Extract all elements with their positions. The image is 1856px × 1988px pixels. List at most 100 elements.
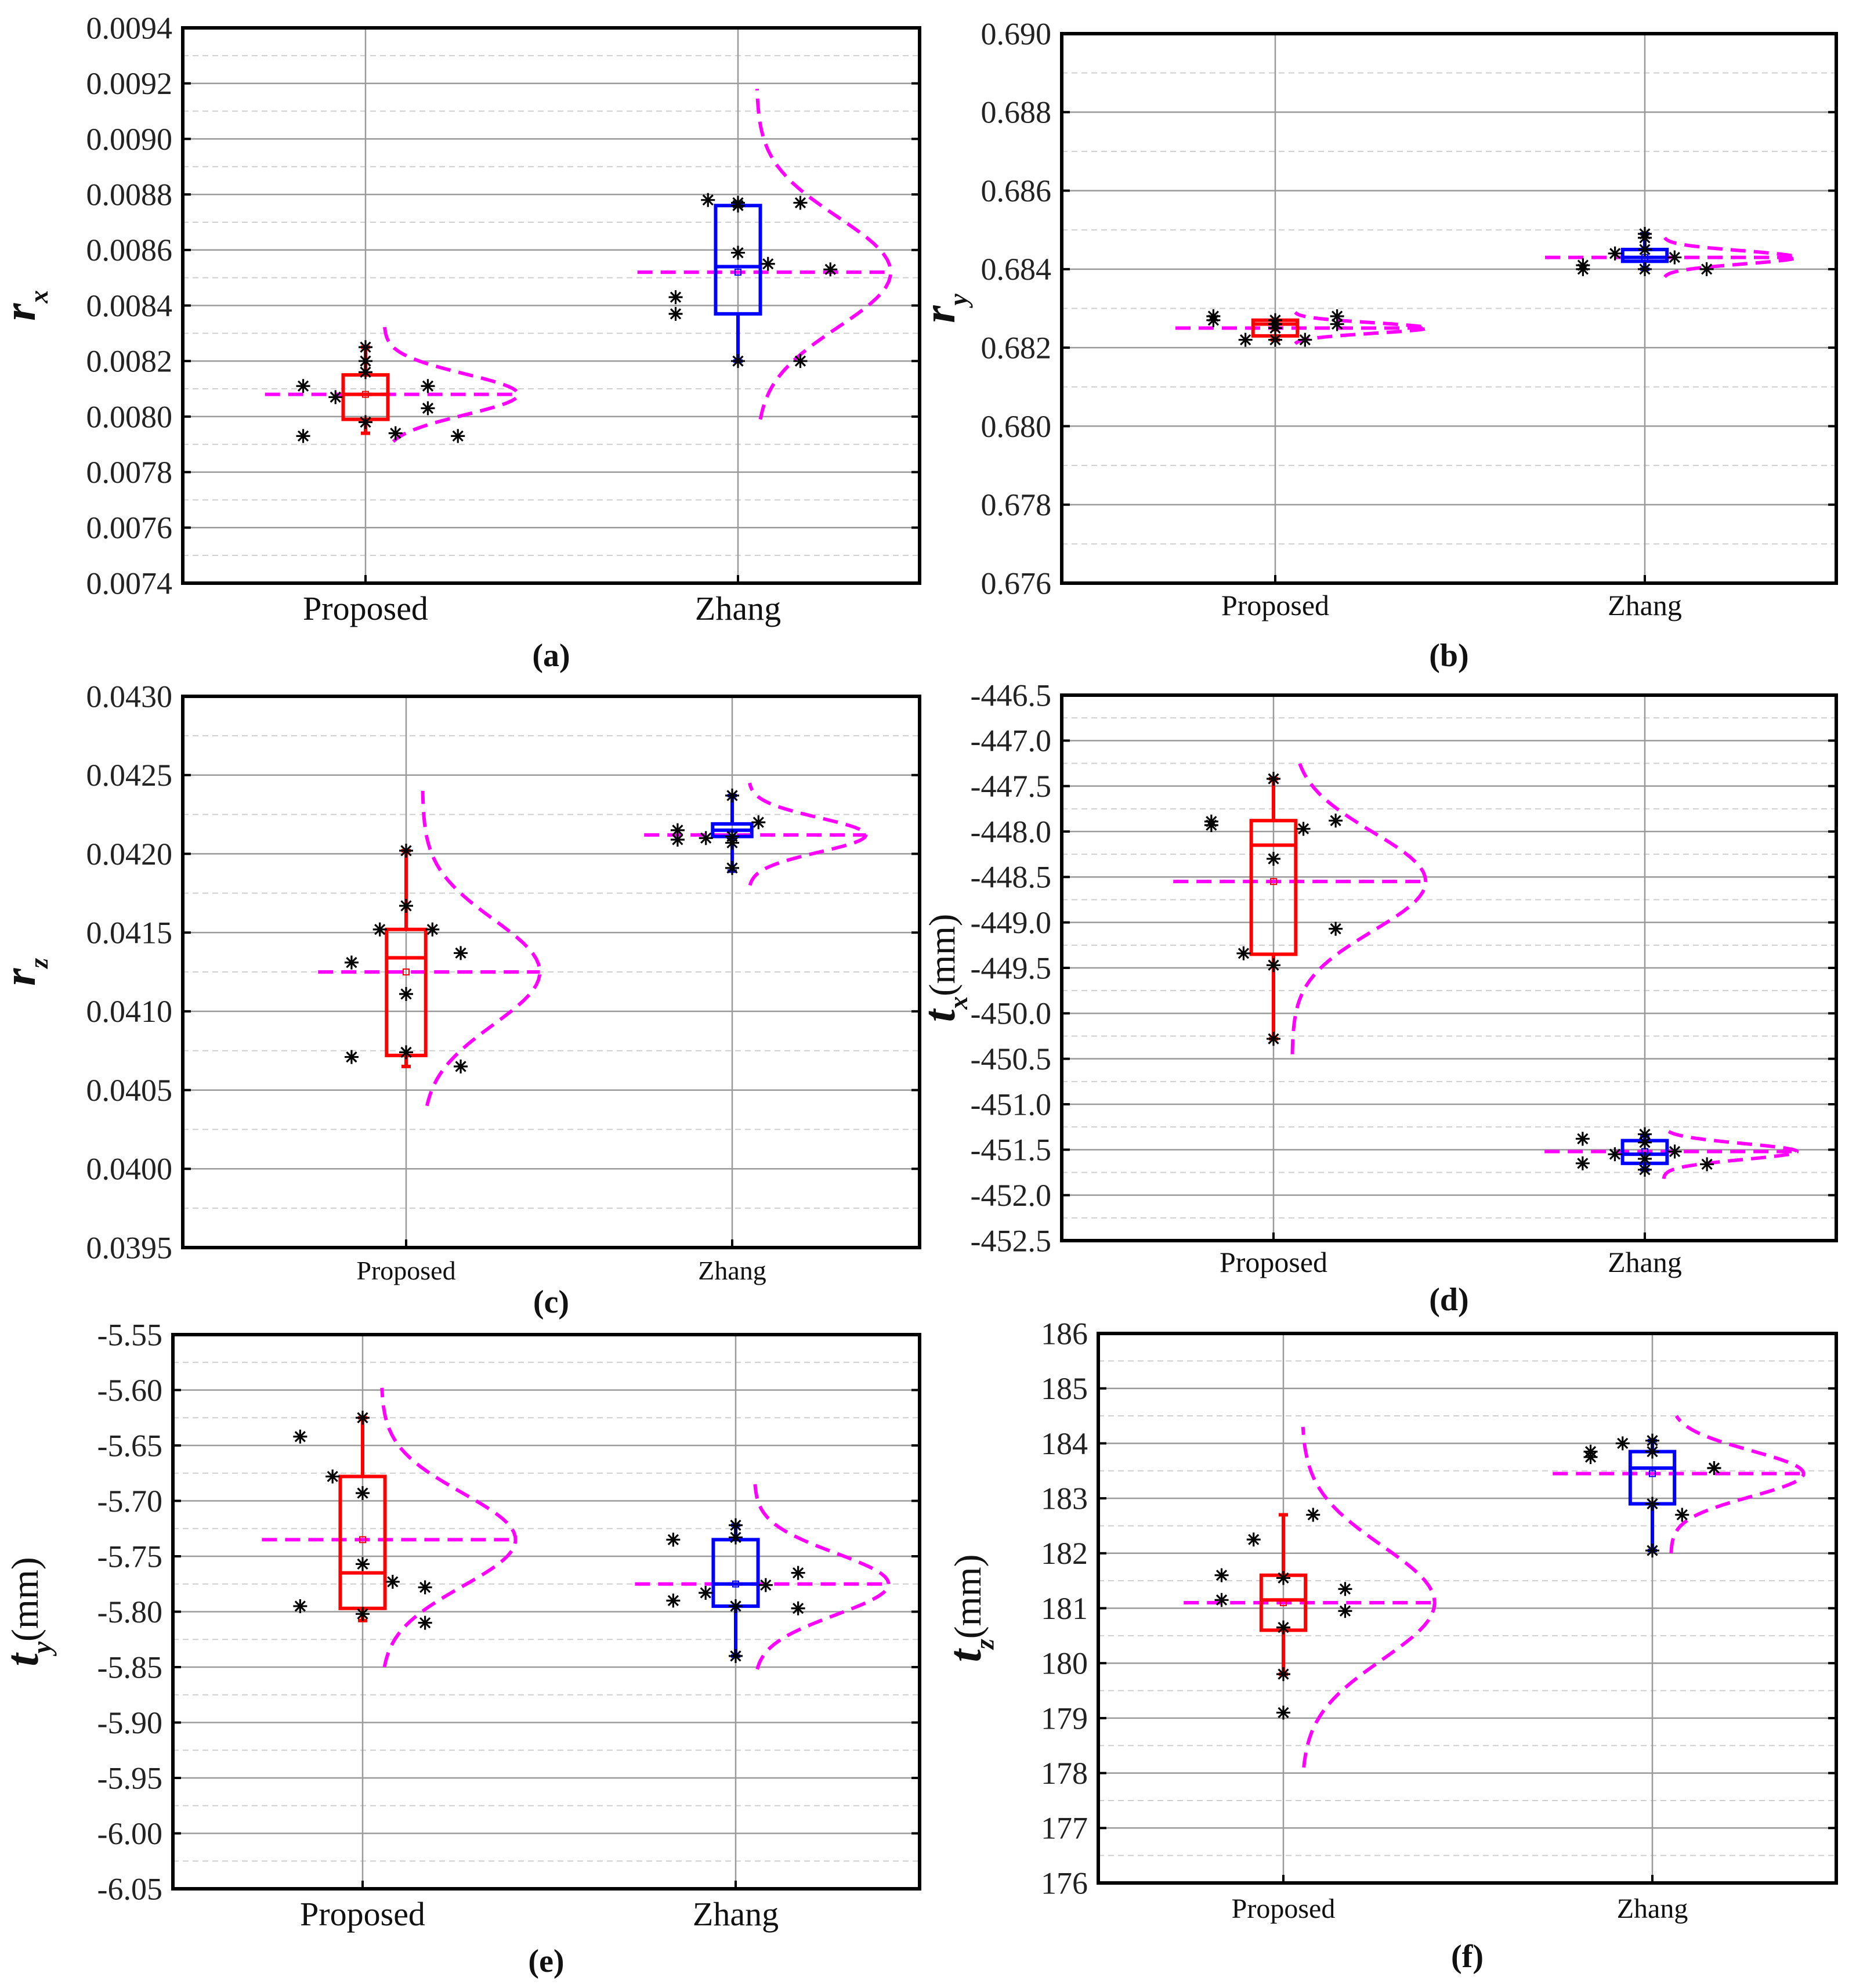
y-tick-label: 0.0074 bbox=[86, 566, 173, 601]
y-axis-label-sub: y bbox=[944, 293, 973, 308]
y-tick-label: 0.684 bbox=[981, 252, 1052, 287]
series-proposed bbox=[318, 790, 542, 1107]
data-point bbox=[421, 379, 435, 393]
y-axis-label-sub: z bbox=[24, 958, 53, 970]
y-tick-label: 0.0420 bbox=[86, 837, 173, 872]
data-point bbox=[1329, 921, 1343, 936]
y-axis-label: tx(mm) bbox=[914, 914, 973, 1022]
data-point bbox=[1238, 332, 1253, 347]
normal-curve bbox=[753, 1484, 891, 1670]
data-point bbox=[1638, 1127, 1652, 1141]
data-point bbox=[725, 861, 739, 875]
series-proposed bbox=[1175, 309, 1430, 347]
data-point bbox=[1338, 1604, 1352, 1618]
series-proposed bbox=[262, 1387, 518, 1668]
data-point bbox=[729, 1518, 743, 1532]
y-tick-label: 0.0400 bbox=[86, 1152, 173, 1187]
data-point bbox=[1306, 1508, 1320, 1522]
panel-a: 0.0074 0.0076 0.0078 0.0080 0.0082 0.0084 0.00… bbox=[0, 10, 921, 674]
y-tick-label: 0.0080 bbox=[86, 399, 173, 434]
data-point bbox=[454, 1059, 468, 1073]
y-tick-label: -448.5 bbox=[971, 860, 1051, 895]
series-zhang bbox=[644, 782, 868, 886]
y-axis-label-unit: (mm) bbox=[5, 1557, 46, 1642]
y-tick-label: 0.680 bbox=[981, 409, 1052, 444]
box-iqr bbox=[1249, 819, 1298, 956]
data-point bbox=[1236, 946, 1251, 960]
y-tick-label: 186 bbox=[1041, 1316, 1088, 1351]
normal-curve bbox=[380, 1387, 518, 1668]
data-point bbox=[1204, 814, 1218, 829]
mean-marker bbox=[403, 968, 410, 975]
data-point bbox=[356, 1607, 370, 1621]
mean-marker bbox=[735, 269, 741, 276]
mean-marker bbox=[732, 1580, 739, 1588]
y-tick-label: 0.686 bbox=[981, 174, 1052, 208]
data-point bbox=[1638, 1162, 1652, 1177]
data-point bbox=[729, 1649, 743, 1663]
data-point bbox=[1608, 1147, 1622, 1162]
y-tick-label: 0.0092 bbox=[86, 66, 173, 101]
data-point bbox=[359, 354, 372, 368]
data-point bbox=[1667, 1144, 1682, 1159]
data-point bbox=[1575, 1156, 1590, 1170]
data-point bbox=[421, 401, 435, 415]
panel-d: -452.5 -452.0 -451.5 -451.0 -450.5 -450.0 -449… bbox=[914, 678, 1838, 1318]
panel-label: (e) bbox=[528, 1943, 564, 1979]
y-tick-label: 0.0076 bbox=[86, 511, 173, 545]
data-point bbox=[1268, 332, 1282, 347]
data-point bbox=[1700, 1157, 1714, 1172]
data-point bbox=[1338, 1582, 1352, 1596]
y-tick-label: -448.0 bbox=[971, 814, 1051, 849]
data-point bbox=[731, 198, 745, 213]
panel-label: (b) bbox=[1429, 638, 1468, 674]
data-point bbox=[1608, 246, 1622, 261]
data-point bbox=[454, 946, 468, 960]
y-tick-label: -447.5 bbox=[971, 769, 1051, 804]
mean-marker bbox=[359, 1536, 366, 1544]
data-point bbox=[731, 354, 745, 368]
y-tick-label: -5.85 bbox=[97, 1650, 162, 1685]
y-tick-label: 0.0430 bbox=[86, 679, 173, 714]
y-tick-label: 0.0078 bbox=[86, 455, 173, 490]
data-point bbox=[296, 429, 310, 443]
data-point bbox=[1638, 1135, 1652, 1150]
data-point bbox=[356, 1411, 370, 1425]
data-point bbox=[1276, 1571, 1290, 1585]
series-zhang bbox=[635, 1484, 891, 1670]
y-tick-label: 185 bbox=[1041, 1371, 1088, 1406]
data-point bbox=[1267, 958, 1280, 973]
data-point bbox=[725, 789, 739, 803]
plot-frame bbox=[1060, 693, 1838, 1242]
y-tick-label: -451.5 bbox=[971, 1133, 1051, 1168]
data-point bbox=[1214, 1593, 1229, 1607]
data-point bbox=[1583, 1450, 1598, 1465]
data-point bbox=[1667, 250, 1682, 265]
series-proposed bbox=[1184, 1426, 1437, 1768]
y-tick-label: -450.0 bbox=[971, 996, 1051, 1031]
y-tick-label: 184 bbox=[1041, 1426, 1088, 1461]
data-point bbox=[791, 1566, 805, 1580]
series-zhang bbox=[1544, 1127, 1799, 1179]
data-point bbox=[385, 1574, 400, 1589]
panel-label: (a) bbox=[532, 638, 570, 674]
y-tick-label: -449.0 bbox=[971, 905, 1051, 940]
data-point bbox=[701, 193, 715, 207]
panel-label: (c) bbox=[533, 1284, 569, 1320]
data-point bbox=[823, 262, 838, 277]
y-tick-label: 0.678 bbox=[981, 487, 1052, 522]
data-point bbox=[1268, 321, 1282, 335]
data-point bbox=[668, 290, 683, 305]
plot-frame bbox=[1060, 32, 1838, 585]
data-point bbox=[1276, 1667, 1290, 1682]
data-point bbox=[751, 815, 766, 830]
data-point bbox=[1645, 1497, 1659, 1511]
category-label-proposed: Proposed bbox=[303, 590, 428, 627]
y-axis-label: rz bbox=[0, 958, 53, 986]
y-tick-label: -449.5 bbox=[971, 950, 1051, 985]
y-tick-label: 0.0088 bbox=[86, 177, 173, 212]
normal-curve bbox=[421, 790, 542, 1107]
data-point bbox=[668, 306, 683, 321]
data-point bbox=[725, 836, 739, 850]
